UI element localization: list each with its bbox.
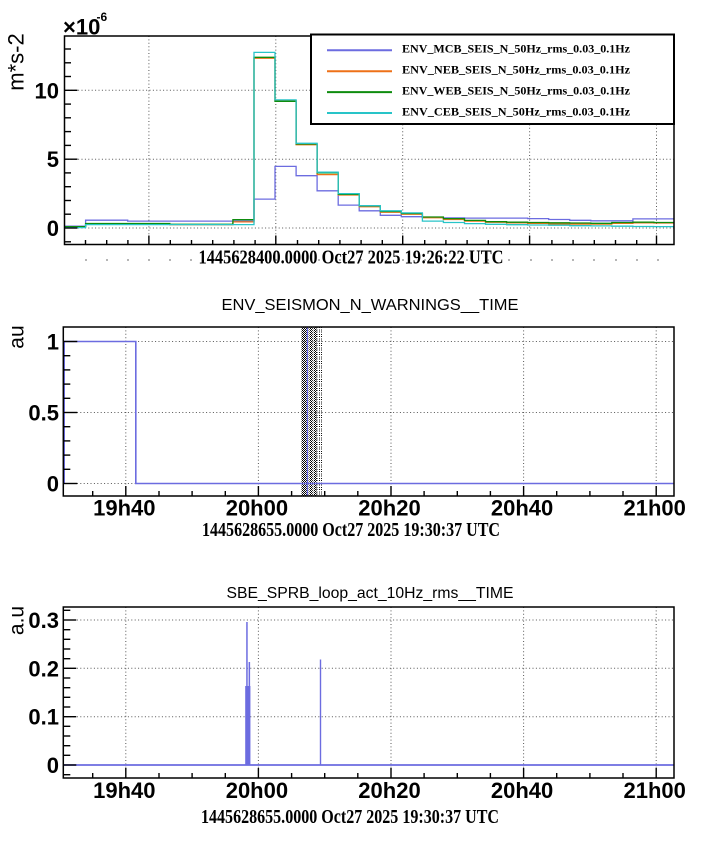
svg-text:0: 0 xyxy=(47,472,59,497)
svg-text:a.u: a.u xyxy=(6,606,29,635)
svg-text:19h40: 19h40 xyxy=(93,778,155,803)
svg-text:0.1: 0.1 xyxy=(28,705,59,730)
svg-text:1: 1 xyxy=(47,330,59,355)
svg-text:0.5: 0.5 xyxy=(28,401,59,426)
svg-text:21h00: 21h00 xyxy=(624,778,686,803)
svg-text:ENV_SEISMON_N_WARNINGS__TIME: ENV_SEISMON_N_WARNINGS__TIME xyxy=(222,297,519,314)
svg-text:1445628655.0000 Oct27 2025 19:: 1445628655.0000 Oct27 2025 19:30:37 UTC xyxy=(202,520,500,541)
svg-text:20h20: 20h20 xyxy=(358,778,420,803)
svg-text:0: 0 xyxy=(47,216,59,241)
svg-text:SBE_SPRB_loop_act_10Hz_rms__TI: SBE_SPRB_loop_act_10Hz_rms__TIME xyxy=(227,585,514,602)
svg-text:1445628655.0000 Oct27 2025 19:: 1445628655.0000 Oct27 2025 19:30:37 UTC xyxy=(201,807,499,828)
svg-text:21h00: 21h00 xyxy=(624,496,686,521)
svg-text:0.2: 0.2 xyxy=(28,656,59,681)
svg-text:20h00: 20h00 xyxy=(226,778,288,803)
svg-text:19h40: 19h40 xyxy=(93,496,155,521)
svg-text:20h00: 20h00 xyxy=(226,496,288,521)
svg-text:1445628400.0000 Oct27 2025 19:: 1445628400.0000 Oct27 2025 19:26:22 UTC xyxy=(199,248,504,269)
svg-text:20h40: 20h40 xyxy=(491,778,553,803)
svg-text:ENV_CEB_SEIS_N_50Hz_rms_0.03_0: ENV_CEB_SEIS_N_50Hz_rms_0.03_0.1Hz xyxy=(402,104,631,118)
svg-text:m*s-2: m*s-2 xyxy=(4,33,29,90)
svg-text:0: 0 xyxy=(47,753,59,778)
svg-text:ENV_MCB_SEIS_N_50Hz_rms_0.03_0: ENV_MCB_SEIS_N_50Hz_rms_0.03_0.1Hz xyxy=(402,42,631,56)
svg-text:ENV_NEB_SEIS_N_50Hz_rms_0.03_0: ENV_NEB_SEIS_N_50Hz_rms_0.03_0.1Hz xyxy=(402,63,631,77)
svg-text:-6: -6 xyxy=(97,10,108,24)
svg-text:10: 10 xyxy=(35,78,59,103)
svg-text:×10: ×10 xyxy=(63,15,100,40)
svg-text:ENV_WEB_SEIS_N_50Hz_rms_0.03_0: ENV_WEB_SEIS_N_50Hz_rms_0.03_0.1Hz xyxy=(402,83,631,97)
svg-text:20h20: 20h20 xyxy=(358,496,420,521)
svg-text:20h40: 20h40 xyxy=(491,496,553,521)
svg-text:0.3: 0.3 xyxy=(28,608,59,633)
svg-text:au: au xyxy=(6,325,29,348)
svg-text:5: 5 xyxy=(47,147,59,172)
